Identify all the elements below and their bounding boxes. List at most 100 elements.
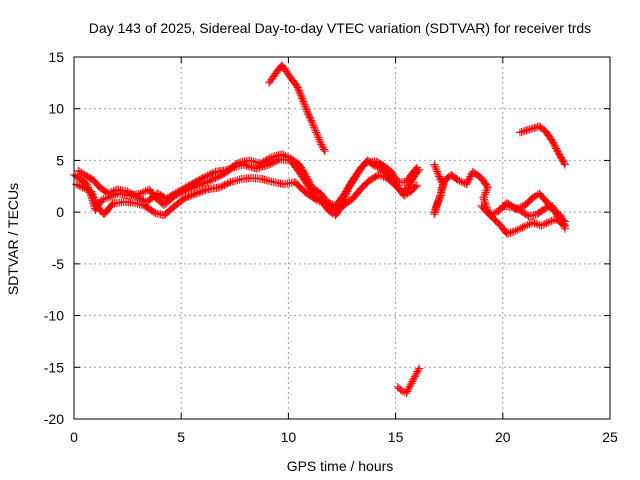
data-point xyxy=(557,215,566,224)
series-track-d xyxy=(265,61,329,156)
y-tick-label: 0 xyxy=(56,204,64,220)
data-point xyxy=(313,131,322,140)
y-tick-label: 5 xyxy=(56,152,64,168)
data-point xyxy=(481,188,490,197)
ticks: 0 5 10 15 20 25 -20 -15 -10 -5 0 5 10 15 xyxy=(44,49,618,445)
y-tick-label: -20 xyxy=(44,411,64,427)
data-point xyxy=(433,167,442,176)
data-point xyxy=(257,163,266,172)
data-point xyxy=(311,126,320,135)
data-point xyxy=(432,165,441,174)
data-point xyxy=(137,195,146,204)
data-point xyxy=(310,123,319,132)
data-point xyxy=(480,197,489,206)
data-point xyxy=(101,194,110,203)
data-point xyxy=(107,187,116,196)
data-point xyxy=(530,219,539,228)
data-point xyxy=(300,100,309,109)
data-point xyxy=(560,217,569,226)
data-point xyxy=(515,225,524,234)
data-point xyxy=(312,195,321,204)
data-point xyxy=(75,167,84,176)
data-point xyxy=(251,157,260,166)
data-point xyxy=(322,197,331,206)
data-point xyxy=(73,180,82,189)
data-point xyxy=(430,160,439,169)
data-point xyxy=(547,216,556,225)
data-point xyxy=(312,130,321,139)
data-point xyxy=(520,126,529,135)
data-point xyxy=(411,164,420,173)
data-point xyxy=(455,176,464,185)
data-point xyxy=(410,374,419,383)
x-tick-label: 20 xyxy=(495,429,511,445)
data-point xyxy=(479,193,488,202)
data-point xyxy=(303,107,312,116)
data-point xyxy=(517,127,526,136)
y-axis-label: SDTVAR / TECUs xyxy=(5,183,21,295)
data-point xyxy=(253,164,262,173)
data-point xyxy=(410,372,419,381)
data-point xyxy=(106,188,115,197)
data-point xyxy=(525,220,534,229)
data-point xyxy=(402,389,411,398)
data-point xyxy=(528,193,537,202)
data-point xyxy=(264,176,273,185)
data-point xyxy=(506,228,515,237)
data-point xyxy=(206,170,215,179)
data-point xyxy=(314,133,323,142)
data-point xyxy=(267,177,276,186)
data-point xyxy=(301,102,310,111)
data-point xyxy=(431,164,440,173)
data-point xyxy=(509,203,518,212)
data-point xyxy=(404,385,413,394)
data-point xyxy=(560,223,569,232)
data-point xyxy=(400,191,409,200)
data-point xyxy=(320,147,329,156)
data-point xyxy=(532,219,541,228)
data-point xyxy=(267,153,276,162)
data-point xyxy=(523,125,532,134)
data-point xyxy=(413,163,422,172)
data-points xyxy=(70,61,569,398)
x-tick-label: 0 xyxy=(70,429,78,445)
data-point xyxy=(411,182,420,191)
data-point xyxy=(541,204,550,213)
data-point xyxy=(318,142,327,151)
data-point xyxy=(539,220,548,229)
data-point xyxy=(249,157,258,166)
data-point xyxy=(235,175,244,184)
data-point xyxy=(228,177,237,186)
data-point xyxy=(508,228,517,237)
data-point xyxy=(377,172,386,181)
data-point xyxy=(545,217,554,226)
y-tick-label: 15 xyxy=(48,49,64,65)
data-point xyxy=(80,184,89,193)
data-point xyxy=(530,123,539,132)
data-point xyxy=(230,177,239,186)
data-point xyxy=(489,209,498,218)
y-tick-label: -5 xyxy=(52,256,65,272)
data-point xyxy=(430,162,439,171)
data-point xyxy=(556,214,565,223)
data-point xyxy=(233,176,242,185)
data-point xyxy=(516,224,525,233)
data-point xyxy=(528,218,537,227)
data-point xyxy=(415,165,424,174)
data-point xyxy=(272,151,281,160)
data-point xyxy=(453,176,462,185)
data-point xyxy=(530,192,539,201)
data-point xyxy=(279,151,288,160)
data-point xyxy=(277,150,286,159)
data-point xyxy=(302,105,311,114)
data-point xyxy=(379,172,388,181)
data-point xyxy=(507,202,516,211)
data-point xyxy=(537,221,546,230)
data-point xyxy=(376,171,385,180)
data-point xyxy=(408,377,417,386)
data-point xyxy=(481,198,490,207)
x-tick-label: 25 xyxy=(602,429,618,445)
data-point xyxy=(411,370,420,379)
data-point xyxy=(71,171,80,180)
